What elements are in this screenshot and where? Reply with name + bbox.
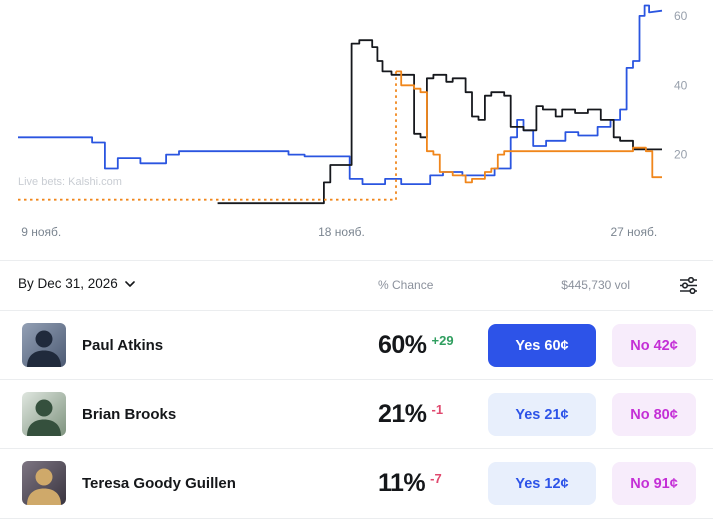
candidate-name: Paul Atkins — [82, 337, 164, 354]
divider — [0, 260, 713, 261]
y-axis-tick: 60 — [674, 9, 688, 23]
chance-delta: +29 — [431, 333, 454, 348]
volume-label: $445,730 vol — [561, 278, 630, 292]
yes-button[interactable]: Yes 21¢ — [488, 393, 596, 436]
chance-delta: -1 — [431, 402, 444, 417]
watermark: Live bets: Kalshi.com — [18, 176, 122, 188]
chance-delta: -7 — [430, 471, 442, 486]
chance-column-label: % Chance — [378, 278, 434, 292]
y-axis-tick: 20 — [674, 148, 688, 162]
chance-percent: 60% — [378, 331, 427, 359]
candidate-name: Brian Brooks — [82, 406, 177, 423]
chance-cell: 11% -7 — [378, 449, 442, 518]
expiry-dropdown[interactable]: By Dec 31, 2026 — [18, 276, 135, 291]
yes-button[interactable]: Yes 60¢ — [488, 324, 596, 367]
settings-button[interactable] — [677, 274, 699, 296]
series-paul-atkins — [18, 4, 663, 186]
chance-percent: 21% — [378, 400, 427, 428]
no-button[interactable]: No 42¢ — [612, 324, 696, 367]
series-brian-brooks — [217, 39, 662, 205]
chance-cell: 21% -1 — [378, 380, 443, 449]
price-chart-area: 20 40 60 9 нояб. 18 нояб. 27 нояб. Live bets:… — [0, 0, 713, 250]
series-teresa — [396, 70, 662, 184]
chance-percent: 11% — [378, 469, 426, 497]
no-button[interactable]: No 80¢ — [612, 393, 696, 436]
x-axis-tick: 18 нояб. — [318, 225, 365, 239]
chance-cell: 60% +29 — [378, 311, 454, 380]
market-header: By Dec 31, 2026 % Chance $445,730 vol — [0, 261, 713, 310]
avatar — [22, 323, 66, 367]
sliders-icon — [679, 276, 697, 294]
market-row[interactable]: Teresa Goody Guillen 11% -7 Yes 12¢ No 9… — [0, 448, 713, 519]
market-row[interactable]: Paul Atkins 60% +29 Yes 60¢ No 42¢ — [0, 310, 713, 380]
x-axis-tick: 9 нояб. — [21, 225, 61, 239]
y-axis-tick: 40 — [674, 78, 688, 92]
x-axis-tick: 27 нояб. — [610, 225, 657, 239]
price-chart[interactable]: 20 40 60 9 нояб. 18 нояб. 27 нояб. — [0, 0, 713, 250]
yes-button[interactable]: Yes 12¢ — [488, 462, 596, 505]
market-row[interactable]: Brian Brooks 21% -1 Yes 21¢ No 80¢ — [0, 379, 713, 449]
avatar — [22, 392, 66, 436]
chevron-down-icon — [125, 280, 135, 287]
expiry-label: By Dec 31, 2026 — [18, 276, 118, 291]
no-button[interactable]: No 91¢ — [612, 462, 696, 505]
candidate-name: Teresa Goody Guillen — [82, 475, 236, 492]
avatar — [22, 461, 66, 505]
